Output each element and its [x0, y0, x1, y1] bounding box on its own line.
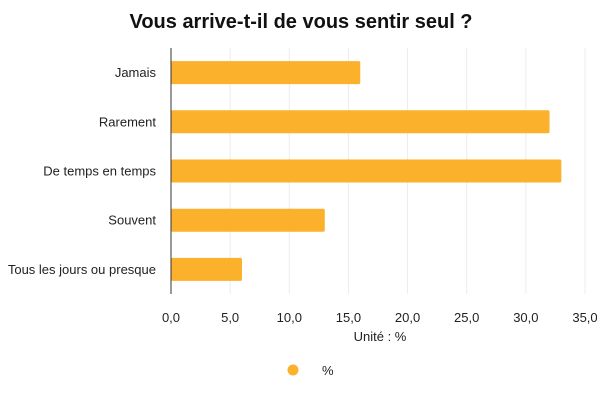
- category-labels: Jamais Rarement De temps en temps Souvent To…: [8, 65, 157, 277]
- legend-marker: [287, 364, 299, 376]
- category-label: De temps en temps: [43, 164, 156, 179]
- bar: [171, 208, 325, 232]
- x-axis-title: Unité : %: [354, 329, 407, 344]
- x-tick-labels: 0,0 5,0 10,0 15,0 20,0 25,0 30,0 35,0: [162, 310, 598, 325]
- category-label: Souvent: [108, 213, 156, 228]
- bar: [171, 257, 242, 281]
- x-tick-label: 10,0: [277, 310, 302, 325]
- bars: [171, 61, 562, 281]
- legend: %: [287, 363, 334, 378]
- x-tick-label: 15,0: [336, 310, 361, 325]
- chart-title: Vous arrive-t-il de vous sentir seul ?: [129, 11, 472, 33]
- bar: [171, 110, 550, 134]
- x-tick-label: 30,0: [513, 310, 538, 325]
- category-label: Tous les jours ou presque: [8, 262, 156, 277]
- bar: [171, 159, 562, 183]
- x-tick-label: 0,0: [162, 310, 180, 325]
- x-tick-label: 35,0: [572, 310, 597, 325]
- category-label: Jamais: [115, 65, 157, 80]
- legend-label: %: [322, 363, 334, 378]
- category-label: Rarement: [99, 114, 156, 129]
- x-tick-label: 25,0: [454, 310, 479, 325]
- x-tick-label: 20,0: [395, 310, 420, 325]
- bar: [171, 61, 361, 85]
- x-tick-label: 5,0: [221, 310, 239, 325]
